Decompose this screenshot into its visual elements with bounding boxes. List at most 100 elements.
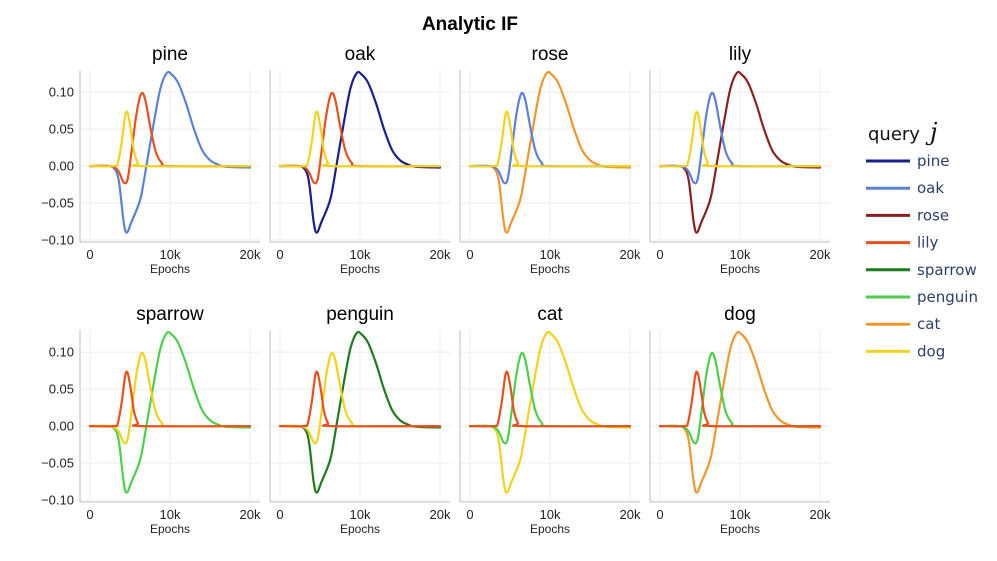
figure-title: Analytic IF	[422, 14, 518, 35]
series-line-penguin	[658, 351, 822, 445]
legend-label: lily	[917, 234, 939, 252]
series-line-pine	[278, 70, 442, 234]
x-tick-label: 20k	[430, 507, 451, 522]
series-line-penguin	[468, 351, 632, 445]
x-tick-label: 0	[86, 507, 93, 522]
y-tick-label: −0.10	[41, 493, 74, 508]
series-line-cat	[468, 70, 632, 234]
legend-label: oak	[917, 179, 944, 197]
panel-dog: dog 0 10k 20k Epochs	[649, 304, 831, 536]
x-tick-label: 10k	[730, 247, 751, 262]
x-tick-label: 20k	[620, 247, 641, 262]
legend-item-cat: cat	[866, 315, 940, 333]
panel-title: dog	[724, 304, 756, 325]
y-tick-label: 0.10	[49, 85, 74, 100]
panel-lily: lily 0 10k 20k Epochs	[649, 44, 831, 276]
series-line-dog	[88, 110, 252, 168]
x-axis-label: Epochs	[720, 262, 760, 276]
legend-label: penguin	[917, 288, 978, 306]
y-tick-label: 0.00	[49, 159, 74, 174]
y-tick-label: 0.05	[49, 382, 74, 397]
x-axis-label: Epochs	[150, 262, 190, 276]
legend-item-dog: dog	[866, 342, 945, 360]
series-line-lily	[278, 91, 442, 185]
series-line-lily	[88, 370, 252, 428]
legend-label: dog	[917, 342, 945, 360]
x-tick-label: 20k	[810, 247, 831, 262]
x-tick-label: 10k	[350, 247, 371, 262]
legend-title: query j	[868, 118, 938, 146]
panel-title: oak	[345, 44, 376, 65]
x-axis-label: Epochs	[530, 262, 570, 276]
x-tick-label: 0	[86, 247, 93, 262]
legend-item-sparrow: sparrow	[866, 261, 977, 279]
series-line-lily	[88, 91, 252, 185]
x-axis-label: Epochs	[530, 522, 570, 536]
x-tick-label: 10k	[540, 247, 561, 262]
series-line-lily	[278, 370, 442, 428]
x-tick-label: 20k	[810, 507, 831, 522]
panel-title: sparrow	[136, 304, 204, 325]
panel-pine: pine −0.10 −0.05 0.00 0.05 0.10 0 10k 20k Epochs	[41, 44, 261, 276]
y-tick-label: 0.05	[49, 122, 74, 137]
series-line-dog	[658, 110, 822, 168]
x-axis-label: Epochs	[340, 522, 380, 536]
series-line-rose	[658, 70, 822, 234]
x-tick-label: 10k	[350, 507, 371, 522]
legend-title-symbol: j	[925, 118, 938, 146]
series-line-lily	[468, 370, 632, 428]
panel-title: cat	[537, 304, 563, 325]
legend-item-pine: pine	[866, 152, 949, 170]
series-line-sparrow	[278, 330, 442, 494]
series-line-dog	[278, 351, 442, 445]
legend-label: cat	[917, 315, 940, 333]
legend-item-penguin: penguin	[866, 288, 978, 306]
panel-title: rose	[532, 44, 569, 65]
legend-item-lily: lily	[866, 234, 939, 252]
panel-title: lily	[729, 44, 752, 65]
x-tick-label: 10k	[160, 247, 181, 262]
series-line-oak	[658, 91, 822, 185]
x-tick-label: 0	[276, 247, 283, 262]
y-tick-label: −0.05	[41, 196, 74, 211]
panels: pine−0.10−0.050.000.050.100 10k 20kEpochso…	[41, 44, 831, 536]
x-tick-label: 0	[466, 507, 473, 522]
panel-title: penguin	[326, 304, 394, 325]
x-axis-label: Epochs	[150, 522, 190, 536]
legend-label: sparrow	[917, 261, 977, 279]
x-tick-label: 0	[656, 247, 663, 262]
series-line-dog	[88, 351, 252, 445]
series-line-cat	[658, 330, 822, 494]
series-line-dog	[468, 330, 632, 494]
panel-title: pine	[152, 44, 188, 65]
x-tick-label: 20k	[240, 247, 261, 262]
panel-oak: oak 0 10k 20k Epochs	[269, 44, 451, 276]
series-line-dog	[278, 110, 442, 168]
x-tick-label: 0	[276, 507, 283, 522]
legend-label: rose	[917, 206, 949, 224]
series-line-penguin	[88, 330, 252, 494]
panel-sparrow: sparrow −0.10 −0.05 0.00 0.05 0.10 0 10k 20k Epoc…	[41, 304, 261, 536]
series-line-lily	[658, 370, 822, 428]
y-tick-label: 0.00	[49, 419, 74, 434]
y-tick-label: −0.05	[41, 456, 74, 471]
x-tick-label: 10k	[730, 507, 751, 522]
panel-rose: rose 0 10k 20k Epochs	[459, 44, 641, 276]
x-axis-label: Epochs	[720, 522, 760, 536]
x-tick-label: 10k	[540, 507, 561, 522]
x-axis-label: Epochs	[340, 262, 380, 276]
x-tick-label: 0	[466, 247, 473, 262]
series-line-dog	[468, 110, 632, 168]
x-tick-label: 20k	[430, 247, 451, 262]
legend-title-text: query	[868, 124, 920, 145]
x-tick-label: 20k	[240, 507, 261, 522]
x-tick-label: 0	[656, 507, 663, 522]
legend-item-rose: rose	[866, 206, 949, 224]
series-line-oak	[468, 91, 632, 185]
x-tick-label: 10k	[160, 507, 181, 522]
legend: query j pine oak rose lily sparrow penguin cat d…	[866, 118, 978, 360]
legend-item-oak: oak	[866, 179, 944, 197]
y-tick-label: −0.10	[41, 233, 74, 248]
legend-label: pine	[917, 152, 949, 170]
